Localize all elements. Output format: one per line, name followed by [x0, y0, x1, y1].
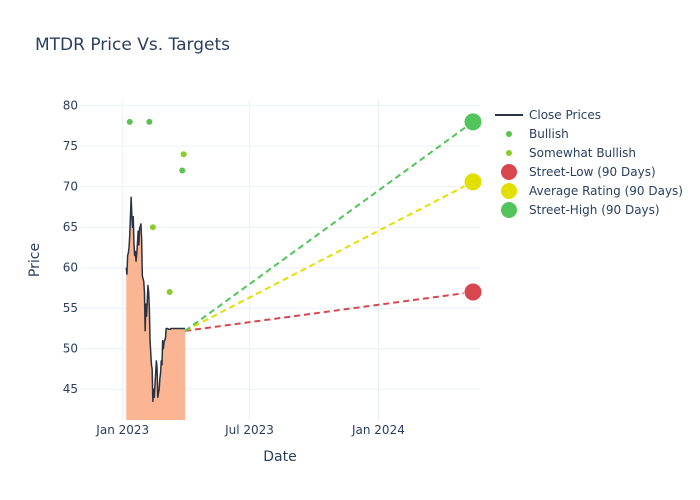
y-tick-label: 60	[63, 261, 78, 275]
average-rating-projection	[184, 180, 474, 332]
legend-item: Average Rating (90 Days)	[501, 183, 683, 199]
y-tick-label: 75	[63, 139, 78, 153]
legend-dot-symbol	[506, 131, 512, 137]
legend-item: Street-Low (90 Days)	[501, 164, 656, 180]
chart-title: MTDR Price Vs. Targets	[35, 35, 230, 55]
legend-item: Somewhat Bullish	[506, 146, 636, 160]
legend-dot-symbol	[506, 150, 512, 156]
legend-label: Street-High (90 Days)	[529, 203, 660, 217]
y-tick-label: 55	[63, 301, 78, 315]
legend-item: Bullish	[506, 127, 569, 141]
close-price-area	[126, 197, 186, 420]
x-tick-label: Jul 2023	[224, 423, 274, 437]
legend-item: Close Prices	[495, 108, 601, 122]
legend-circle-symbol	[501, 183, 517, 199]
legend-label: Street-Low (90 Days)	[529, 165, 656, 179]
close-price-line	[125, 196, 186, 403]
y-tick-label: 80	[63, 99, 78, 113]
y-axis-title: Price	[27, 243, 43, 277]
legend-label: Bullish	[529, 127, 569, 141]
legend: Close Prices Bullish Somewhat Bullish Stree…	[495, 108, 683, 218]
bullish-point	[146, 118, 153, 125]
y-tick-label: 65	[63, 220, 78, 234]
y-tick-label: 50	[63, 342, 78, 356]
legend-label: Average Rating (90 Days)	[529, 184, 683, 198]
somewhat-bullish-point	[180, 151, 187, 158]
x-tick-label: Jan 2023	[95, 423, 149, 437]
legend-circle-symbol	[501, 164, 517, 180]
bullish-point	[179, 167, 186, 174]
x-axis-title: Date	[263, 449, 296, 465]
street-low-point	[463, 282, 483, 302]
legend-label: Somewhat Bullish	[529, 146, 636, 160]
average-rating-point	[463, 172, 483, 192]
somewhat-bullish-point	[149, 224, 156, 231]
legend-circle-symbol	[501, 202, 517, 218]
somewhat-bullish-point	[166, 289, 173, 295]
y-tick-label: 45	[63, 382, 78, 396]
street-low-projection	[184, 291, 474, 332]
legend-label: Close Prices	[529, 108, 601, 122]
bullish-point	[126, 118, 133, 125]
plot-area: 45 50 55 60 65 70 75 80 Jan 2023 Jul 2023 Jan 2024	[63, 99, 483, 437]
legend-item: Street-High (90 Days)	[501, 202, 660, 218]
x-tick-label: Jan 2024	[351, 423, 405, 437]
street-high-point	[463, 112, 483, 132]
y-tick-label: 70	[63, 180, 78, 194]
